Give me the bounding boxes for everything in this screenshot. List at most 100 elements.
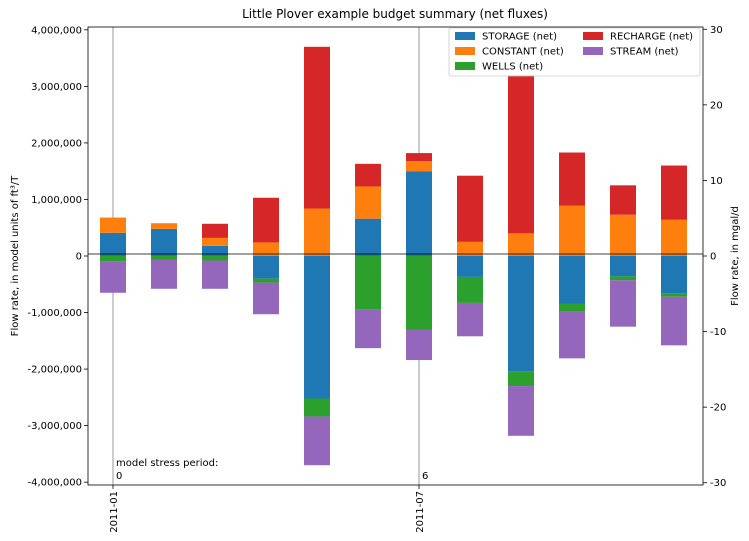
bar-segment bbox=[202, 237, 228, 246]
bar-segment bbox=[355, 309, 381, 349]
bar-segment bbox=[253, 242, 279, 256]
bar-segment bbox=[304, 208, 330, 256]
left-tick-label: 3,000,000 bbox=[31, 82, 82, 93]
bar-segment bbox=[355, 218, 381, 256]
bar-segment bbox=[100, 232, 126, 256]
legend-swatch bbox=[583, 47, 603, 55]
bar-segment bbox=[202, 260, 228, 289]
bar-segment bbox=[610, 276, 636, 281]
bar-segment bbox=[661, 219, 687, 256]
bar-segment bbox=[559, 152, 585, 206]
legend-swatch bbox=[455, 47, 475, 55]
left-tick-label: 1,000,000 bbox=[31, 195, 82, 206]
bar-segment bbox=[304, 398, 330, 417]
legend-swatch bbox=[583, 32, 603, 40]
right-tick-label: 10 bbox=[710, 176, 723, 187]
left-axis-ticks: 4,000,000 3,000,000 2,000,000 1,000,000 0 -1,… bbox=[27, 25, 88, 489]
bar-segment bbox=[253, 256, 279, 279]
bar-segment bbox=[457, 256, 483, 277]
right-tick-label: -20 bbox=[710, 403, 726, 414]
bar-segment bbox=[100, 256, 126, 262]
legend-swatch bbox=[455, 62, 475, 70]
bar-segment bbox=[559, 311, 585, 359]
legend-entry: WELLS (net) bbox=[482, 62, 543, 73]
legend: STORAGE (net) CONSTANT (net) WELLS (net) RE… bbox=[448, 27, 701, 77]
bar-segment bbox=[151, 256, 177, 260]
bar-segment bbox=[559, 205, 585, 256]
bar-segment bbox=[457, 241, 483, 256]
bar-segment bbox=[151, 228, 177, 256]
left-axis-label: Flow rate, in model units of ft³/T bbox=[10, 175, 21, 337]
bar-segment bbox=[406, 171, 432, 256]
bar-segment bbox=[610, 280, 636, 327]
bar-segment bbox=[559, 256, 585, 304]
legend-entry: STREAM (net) bbox=[610, 47, 679, 58]
legend-entry: CONSTANT (net) bbox=[482, 47, 564, 58]
bar-segment bbox=[508, 75, 534, 234]
left-tick-label: -2,000,000 bbox=[27, 365, 82, 376]
legend-swatch bbox=[455, 32, 475, 40]
left-tick-label: 0 bbox=[76, 252, 82, 263]
left-tick-label: -3,000,000 bbox=[27, 421, 82, 432]
right-tick-label: -30 bbox=[710, 478, 726, 489]
bar-segment bbox=[355, 186, 381, 219]
bar-segment bbox=[508, 233, 534, 256]
bar-segment bbox=[151, 259, 177, 289]
legend-entry: STORAGE (net) bbox=[482, 32, 557, 43]
bar-segment bbox=[202, 245, 228, 256]
left-tick-label: 2,000,000 bbox=[31, 138, 82, 149]
plot-area bbox=[88, 27, 703, 485]
bar-segment bbox=[406, 153, 432, 162]
bar-segment bbox=[100, 261, 126, 293]
bar-segment bbox=[457, 302, 483, 337]
bar-segment bbox=[304, 256, 330, 399]
x-tick-label: 2011-07 bbox=[415, 491, 426, 533]
bar-segment bbox=[661, 165, 687, 220]
bar-segment bbox=[661, 296, 687, 346]
bar-segment bbox=[406, 329, 432, 361]
x-tick-label: 2011-01 bbox=[109, 491, 120, 533]
bar-segment bbox=[508, 371, 534, 387]
bar-segment bbox=[253, 282, 279, 315]
bar-segment bbox=[610, 185, 636, 215]
bar-segment bbox=[253, 197, 279, 243]
left-tick-label: -4,000,000 bbox=[27, 478, 82, 489]
bar-segment bbox=[508, 386, 534, 436]
bar-segment bbox=[661, 256, 687, 294]
bar-segment bbox=[457, 276, 483, 303]
bar-segment bbox=[406, 161, 432, 172]
bar-segment bbox=[559, 303, 585, 312]
bar-segment bbox=[355, 256, 381, 310]
right-tick-label: 30 bbox=[710, 25, 723, 36]
bar-segment bbox=[151, 223, 177, 229]
bar-segment bbox=[202, 256, 228, 261]
bar-segment bbox=[304, 46, 330, 209]
left-tick-label: -1,000,000 bbox=[27, 308, 82, 319]
right-tick-label: 0 bbox=[710, 252, 716, 263]
right-tick-label: 20 bbox=[710, 100, 723, 111]
bar-segment bbox=[661, 293, 687, 297]
stress-period-label-6: 6 bbox=[422, 471, 428, 482]
stress-period-annotation: model stress period: bbox=[116, 458, 218, 469]
bar-segment bbox=[457, 175, 483, 242]
legend-entry: RECHARGE (net) bbox=[610, 32, 693, 43]
bars bbox=[100, 46, 687, 466]
bar-segment bbox=[253, 278, 279, 283]
x-axis-ticks: 2011-01 2011-07 bbox=[109, 485, 426, 533]
bar-segment bbox=[610, 256, 636, 277]
right-axis-ticks: 30 20 10 0 -10 -20 -30 bbox=[703, 25, 726, 489]
left-tick-label: 4,000,000 bbox=[31, 25, 82, 36]
chart-title: Little Plover example budget summary (ne… bbox=[242, 7, 548, 21]
right-tick-label: -10 bbox=[710, 327, 726, 338]
bar-segment bbox=[610, 214, 636, 256]
bar-segment bbox=[406, 256, 432, 330]
right-axis-label: Flow rate, in mgal/d bbox=[730, 206, 741, 306]
bar-segment bbox=[355, 163, 381, 187]
bar-segment bbox=[508, 256, 534, 372]
legend-box bbox=[448, 27, 701, 77]
stress-period-label-0: 0 bbox=[116, 471, 122, 482]
bar-segment bbox=[202, 223, 228, 238]
bar-segment bbox=[304, 416, 330, 466]
bar-segment bbox=[100, 217, 126, 233]
